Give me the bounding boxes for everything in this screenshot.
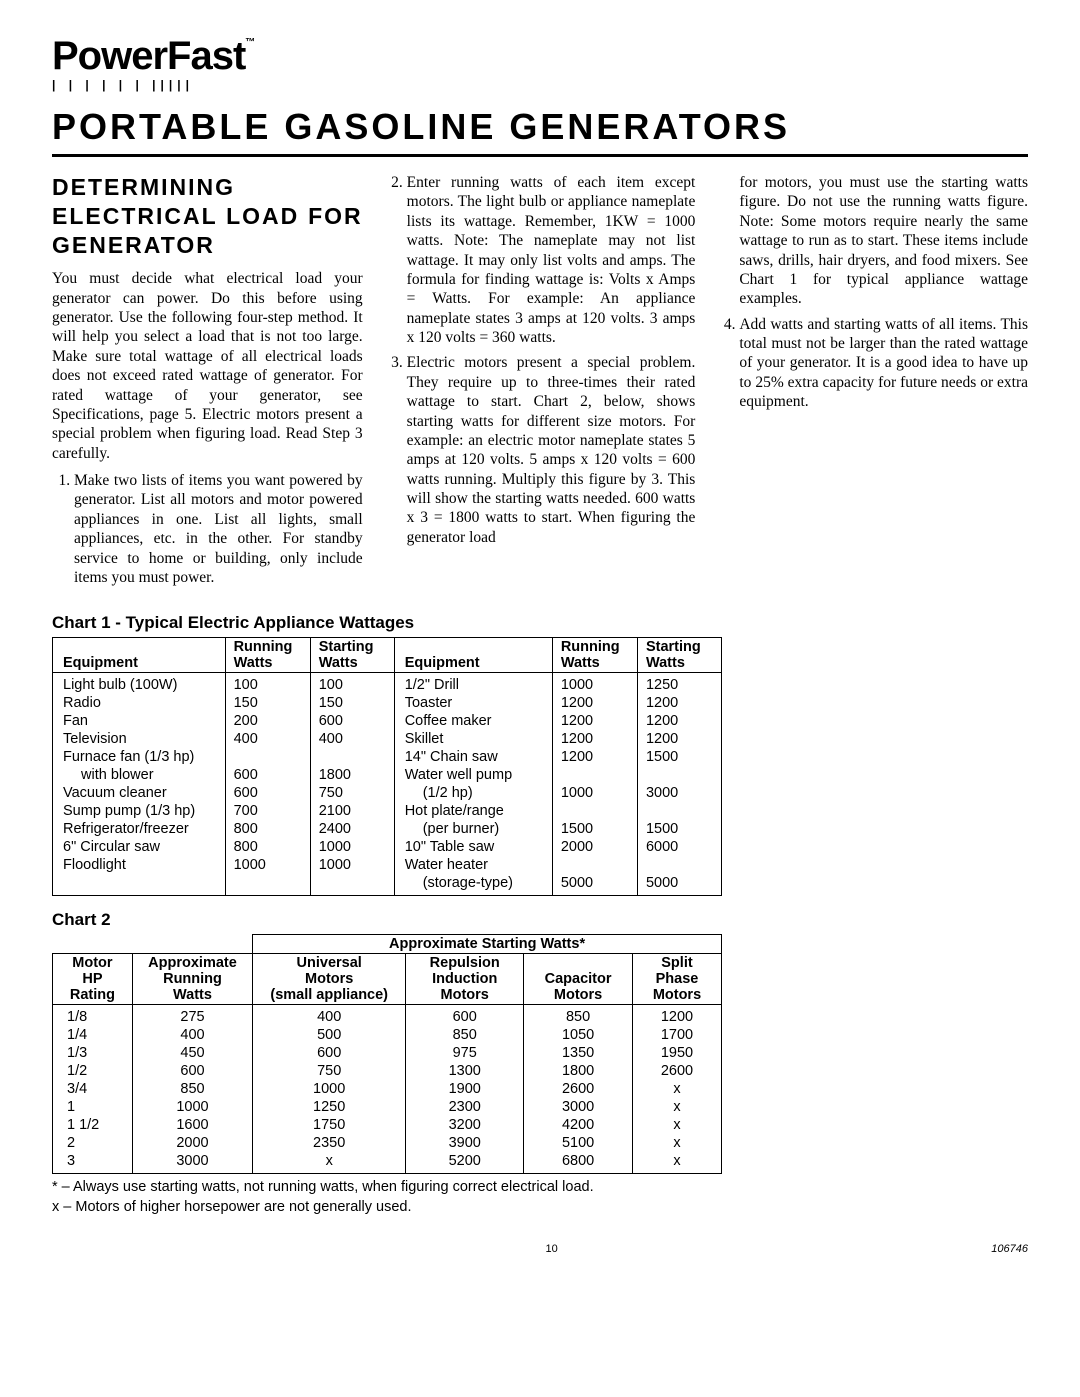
chart1-row: Light bulb (100W)1001001/2" Drill1000125… bbox=[53, 673, 722, 695]
chart2-row: 11000125023003000x bbox=[53, 1098, 722, 1116]
chart1-row: Sump pump (1/3 hp)7002100Hot plate/range bbox=[53, 802, 722, 820]
column-2: Enter running watts of each item except … bbox=[385, 173, 696, 593]
footnote-1: * – Always use starting watts, not runni… bbox=[52, 1178, 1028, 1198]
chart1-row: Vacuum cleaner600750(1/2 hp)10003000 bbox=[53, 784, 722, 802]
chart2-h-hp: MotorHPRating bbox=[53, 954, 133, 1005]
chart1-row: 6" Circular saw800100010" Table saw20006… bbox=[53, 838, 722, 856]
step-list-col3: Add watts and starting watts of all item… bbox=[717, 315, 1028, 412]
chart1-row: with blower6001800Water well pump bbox=[53, 766, 722, 784]
step-2: Enter running watts of each item except … bbox=[407, 173, 696, 347]
chart1-row: Floodlight10001000Water heater bbox=[53, 856, 722, 874]
step-3-continued: for motors, you must use the starting wa… bbox=[739, 173, 1028, 309]
intro-paragraph: You must decide what electrical load you… bbox=[52, 269, 363, 463]
chart2-row: 33000x52006800x bbox=[53, 1152, 722, 1174]
chart1-h-eq2: Equipment bbox=[394, 638, 552, 673]
chart1-h-run2: Running Watts bbox=[552, 638, 637, 673]
chart2-row: 22000235039005100x bbox=[53, 1134, 722, 1152]
chart2-row: 1/440050085010501700 bbox=[53, 1026, 722, 1044]
chart1-row: Fan200600Coffee maker12001200 bbox=[53, 712, 722, 730]
brand-marks: | | | | | | ||||| bbox=[52, 78, 1028, 92]
chart2-group-header: Approximate Starting Watts* bbox=[253, 935, 722, 954]
step-4: Add watts and starting watts of all item… bbox=[739, 315, 1028, 412]
section-heading: DETERMINING ELECTRICAL LOAD FOR GENERATO… bbox=[52, 173, 363, 259]
chart2-title: Chart 2 bbox=[52, 910, 1028, 930]
body-columns: DETERMINING ELECTRICAL LOAD FOR GENERATO… bbox=[52, 173, 1028, 593]
chart2-table: Approximate Starting Watts* MotorHPRatin… bbox=[52, 934, 722, 1174]
step-list-col1: Make two lists of items you want powered… bbox=[52, 471, 363, 587]
chart2-h-approx: ApproximateRunningWatts bbox=[132, 954, 252, 1005]
chart1-row: (storage-type)50005000 bbox=[53, 874, 722, 896]
column-3: for motors, you must use the starting wa… bbox=[717, 173, 1028, 593]
footnote-2: x – Motors of higher horsepower are not … bbox=[52, 1198, 1028, 1218]
brand-tm: ™ bbox=[245, 37, 254, 48]
step-list-col2: Enter running watts of each item except … bbox=[385, 173, 696, 547]
chart1-h-run1: Running Watts bbox=[225, 638, 310, 673]
chart1-title: Chart 1 - Typical Electric Appliance Wat… bbox=[52, 613, 1028, 633]
page-footer: 10 106746 bbox=[52, 1243, 1028, 1255]
chart2-row: 1 1/21600175032004200x bbox=[53, 1116, 722, 1134]
brand-logo: PowerFast™ bbox=[52, 36, 1028, 76]
brand-name: PowerFast bbox=[52, 34, 245, 78]
chart1-h-eq1: Equipment bbox=[53, 638, 226, 673]
page-number: 10 bbox=[112, 1243, 991, 1255]
chart1-row: Radio150150Toaster12001200 bbox=[53, 694, 722, 712]
chart1-h-start2: Starting Watts bbox=[637, 638, 721, 673]
chart2-footnotes: * – Always use starting watts, not runni… bbox=[52, 1178, 1028, 1217]
chart2-row: 1/2600750130018002600 bbox=[53, 1062, 722, 1080]
chart2-h-rep: RepulsionInductionMotors bbox=[406, 954, 524, 1005]
chart2-h-uni: UniversalMotors(small appliance) bbox=[253, 954, 406, 1005]
chart2-h-split: SplitPhaseMotors bbox=[632, 954, 721, 1005]
step-1: Make two lists of items you want powered… bbox=[74, 471, 363, 587]
chart1-row: Furnace fan (1/3 hp)14" Chain saw1200150… bbox=[53, 748, 722, 766]
page-title: PORTABLE GASOLINE GENERATORS bbox=[52, 106, 1028, 157]
chart2-h-cap: CapacitorMotors bbox=[524, 954, 633, 1005]
chart1-row: Refrigerator/freezer8002400(per burner)1… bbox=[53, 820, 722, 838]
chart1-h-start1: Starting Watts bbox=[310, 638, 394, 673]
step-3: Electric motors present a special proble… bbox=[407, 353, 696, 547]
chart1-row: Television400400Skillet12001200 bbox=[53, 730, 722, 748]
chart1-table: Equipment Running Watts Starting Watts E… bbox=[52, 637, 722, 896]
column-1: DETERMINING ELECTRICAL LOAD FOR GENERATO… bbox=[52, 173, 363, 593]
chart2-row: 3/4850100019002600x bbox=[53, 1080, 722, 1098]
doc-number: 106746 bbox=[991, 1243, 1028, 1255]
chart2-row: 1/82754006008501200 bbox=[53, 1005, 722, 1027]
chart2-row: 1/345060097513501950 bbox=[53, 1044, 722, 1062]
